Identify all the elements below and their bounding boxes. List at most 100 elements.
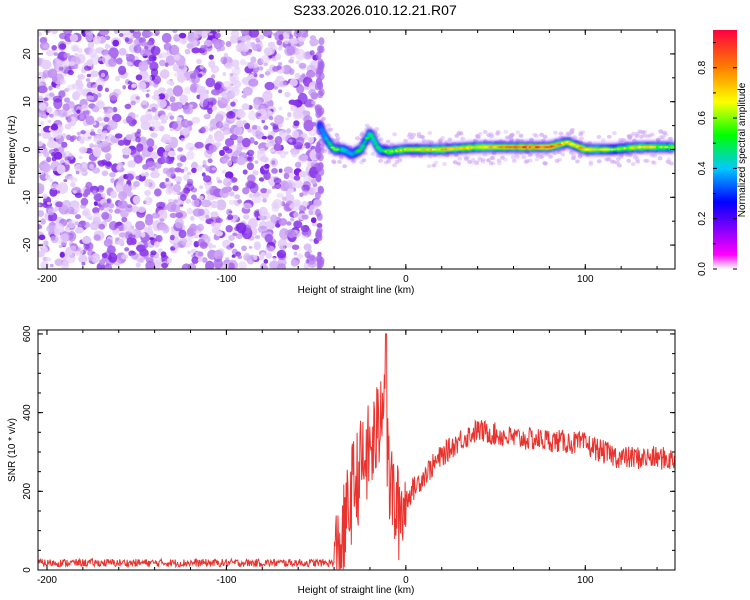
noise-blob xyxy=(181,263,192,269)
y-tick-label: 400 xyxy=(22,404,33,421)
noise-blob xyxy=(132,30,142,39)
noise-blob xyxy=(298,62,307,69)
spectrogram-x-label: Height of straight line (km) xyxy=(298,285,415,296)
noise-blob xyxy=(176,162,183,168)
ridge-halo xyxy=(394,160,400,164)
ridge-halo xyxy=(482,129,488,134)
y-tick-label: 600 xyxy=(22,325,33,342)
noise-blob xyxy=(184,86,191,95)
noise-blob xyxy=(144,196,153,206)
ridge-halo xyxy=(359,160,364,165)
noise-blob xyxy=(161,156,169,164)
noise-blob xyxy=(248,193,254,199)
ridge-cell xyxy=(369,133,374,138)
noise-blob xyxy=(291,150,298,158)
noise-blob xyxy=(184,48,191,55)
ridge-halo xyxy=(539,132,544,137)
noise-blob xyxy=(172,120,183,132)
noise-blob xyxy=(190,248,197,254)
noise-blob xyxy=(205,77,216,88)
noise-blob xyxy=(151,120,162,132)
ridge-halo xyxy=(619,138,625,143)
noise-blob xyxy=(241,245,247,252)
noise-blob xyxy=(223,177,232,187)
noise-blob xyxy=(184,183,195,192)
noise-blob xyxy=(159,114,169,122)
noise-blob xyxy=(101,49,110,56)
noise-blob xyxy=(203,175,212,183)
noise-blob xyxy=(104,43,110,49)
ridge-halo xyxy=(658,129,664,134)
noise-blob xyxy=(67,219,76,229)
noise-blob xyxy=(230,101,236,107)
noise-blob xyxy=(51,235,56,241)
noise-blob xyxy=(260,188,268,194)
noise-blob xyxy=(281,196,287,201)
noise-blob xyxy=(172,63,179,72)
noise-blob xyxy=(219,149,225,157)
noise-blob xyxy=(310,43,315,47)
noise-blob xyxy=(142,164,149,170)
ridge-halo xyxy=(645,134,651,139)
noise-blob xyxy=(64,226,70,233)
y-tick-label: 0 xyxy=(22,146,33,152)
noise-blob xyxy=(173,54,181,61)
noise-blob xyxy=(172,184,181,193)
noise-blob xyxy=(104,160,112,170)
noise-blob xyxy=(308,89,316,97)
noise-blob xyxy=(115,75,121,82)
noise-blob xyxy=(204,182,212,191)
noise-blob xyxy=(224,138,235,147)
noise-blob xyxy=(286,30,292,35)
ridge-cell xyxy=(334,148,340,151)
noise-blob xyxy=(79,161,89,172)
noise-blob xyxy=(248,78,259,87)
noise-blob xyxy=(55,201,64,208)
noise-blob xyxy=(245,180,256,189)
noise-blob xyxy=(49,263,54,268)
noise-blob xyxy=(97,160,103,165)
noise-blob xyxy=(290,259,299,267)
noise-blob xyxy=(46,140,58,149)
noise-blob xyxy=(215,230,223,237)
noise-blob xyxy=(272,257,277,262)
ridge-halo xyxy=(539,154,545,159)
ridge-halo xyxy=(386,159,391,164)
noise-blob xyxy=(254,160,259,164)
noise-blob xyxy=(208,134,213,140)
ridge-halo xyxy=(662,131,667,136)
ridge-halo xyxy=(669,161,674,166)
noise-blob xyxy=(109,172,116,178)
ridge-halo xyxy=(490,156,495,160)
noise-blob xyxy=(38,224,43,230)
noise-blob xyxy=(176,73,186,83)
noise-blob xyxy=(302,145,306,149)
noise-blob xyxy=(111,113,122,123)
noise-blob xyxy=(53,147,59,152)
noise-blob xyxy=(252,170,259,176)
ridge-halo xyxy=(596,159,602,164)
noise-blob xyxy=(133,154,143,164)
noise-blob xyxy=(158,93,166,100)
noise-blob xyxy=(106,199,111,203)
noise-blob xyxy=(279,123,283,128)
noise-blob xyxy=(135,74,143,81)
ridge-halo xyxy=(575,159,580,164)
noise-blob xyxy=(62,103,70,111)
noise-blob xyxy=(99,30,110,36)
noise-blob xyxy=(289,78,298,87)
ridge-halo xyxy=(361,158,367,163)
noise-blob xyxy=(60,240,68,247)
noise-blob xyxy=(96,92,102,98)
noise-blob xyxy=(226,159,233,166)
noise-blob xyxy=(205,190,211,195)
ridge-halo xyxy=(650,160,656,165)
noise-blob xyxy=(127,80,133,85)
noise-blob xyxy=(133,44,142,54)
noise-blob xyxy=(38,210,45,217)
noise-blob xyxy=(169,127,174,132)
noise-blob xyxy=(307,136,315,143)
noise-blob xyxy=(205,214,210,220)
ridge-halo xyxy=(529,137,534,142)
noise-blob xyxy=(87,255,94,261)
